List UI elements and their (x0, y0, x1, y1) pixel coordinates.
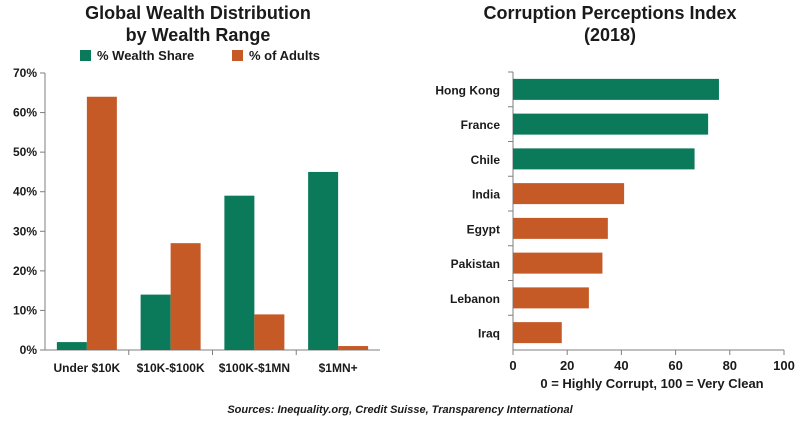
bar-adults (254, 314, 285, 350)
bar-adults (170, 243, 201, 350)
y-tick-label: 60% (13, 106, 37, 120)
left-chart-title-line1: Global Wealth Distribution (85, 3, 311, 23)
x-category-label: $100K-$1MN (219, 361, 290, 375)
x-tick-label: 40 (614, 358, 628, 373)
x-tick-label: 60 (668, 358, 682, 373)
y-tick-label: 30% (13, 224, 37, 238)
bar-wealth-share (308, 171, 339, 350)
legend-swatch-wealth-share (80, 50, 91, 61)
y-category-label: India (472, 188, 500, 202)
x-tick-label: 20 (560, 358, 574, 373)
right-chart-x-axis-label: 0 = Highly Corrupt, 100 = Very Clean (540, 376, 763, 391)
bar-cpi-score (513, 252, 603, 274)
y-tick-label: 10% (13, 303, 37, 317)
bar-cpi-score (513, 113, 709, 135)
bar-wealth-share (140, 294, 171, 350)
y-tick-label: 70% (13, 66, 37, 80)
bar-cpi-score (513, 183, 625, 205)
legend-swatch-adults (232, 50, 243, 61)
sources-footnote: Sources: Inequality.org, Credit Suisse, … (227, 404, 573, 416)
x-category-label: $10K-$100K (137, 361, 205, 375)
right-chart-title-line2: (2018) (584, 25, 636, 45)
x-tick-label: 100 (773, 358, 795, 373)
legend-label-adults: % of Adults (249, 48, 320, 63)
y-category-label: Hong Kong (435, 83, 500, 97)
x-category-label: Under $10K (54, 361, 121, 375)
x-category-label: $1MN+ (319, 361, 358, 375)
y-tick-label: 0% (20, 343, 38, 357)
corruption-index-chart: Hong Kong France Chile India Egypt Pakistan Le… (435, 71, 795, 373)
bar-cpi-score (513, 148, 695, 170)
y-tick-label: 20% (13, 264, 37, 278)
x-tick-label: 80 (723, 358, 737, 373)
y-category-label: Iraq (478, 327, 500, 341)
x-tick-label: 0 (509, 358, 516, 373)
bar-adults (338, 346, 369, 350)
bar-adults (86, 96, 117, 350)
y-category-label: Pakistan (451, 257, 500, 271)
bar-wealth-share (224, 195, 255, 350)
y-category-label: Lebanon (450, 292, 500, 306)
wealth-distribution-chart: 0% 10% 20% 30% 40% 50% 60% 70% Under $10K $10K-$1… (13, 66, 380, 375)
bar-cpi-score (513, 287, 589, 309)
right-chart-title-line1: Corruption Perceptions Index (483, 3, 736, 23)
bar-cpi-score (513, 217, 608, 239)
y-category-label: Egypt (467, 222, 500, 236)
legend-label-wealth-share: % Wealth Share (97, 48, 194, 63)
bar-cpi-score (513, 322, 562, 344)
y-tick-label: 50% (13, 145, 37, 159)
y-category-label: Chile (471, 153, 501, 167)
bar-cpi-score (513, 78, 719, 100)
bar-wealth-share (56, 342, 87, 350)
y-category-label: France (461, 118, 501, 132)
left-chart-title-line2: by Wealth Range (126, 25, 271, 45)
y-tick-label: 40% (13, 185, 37, 199)
